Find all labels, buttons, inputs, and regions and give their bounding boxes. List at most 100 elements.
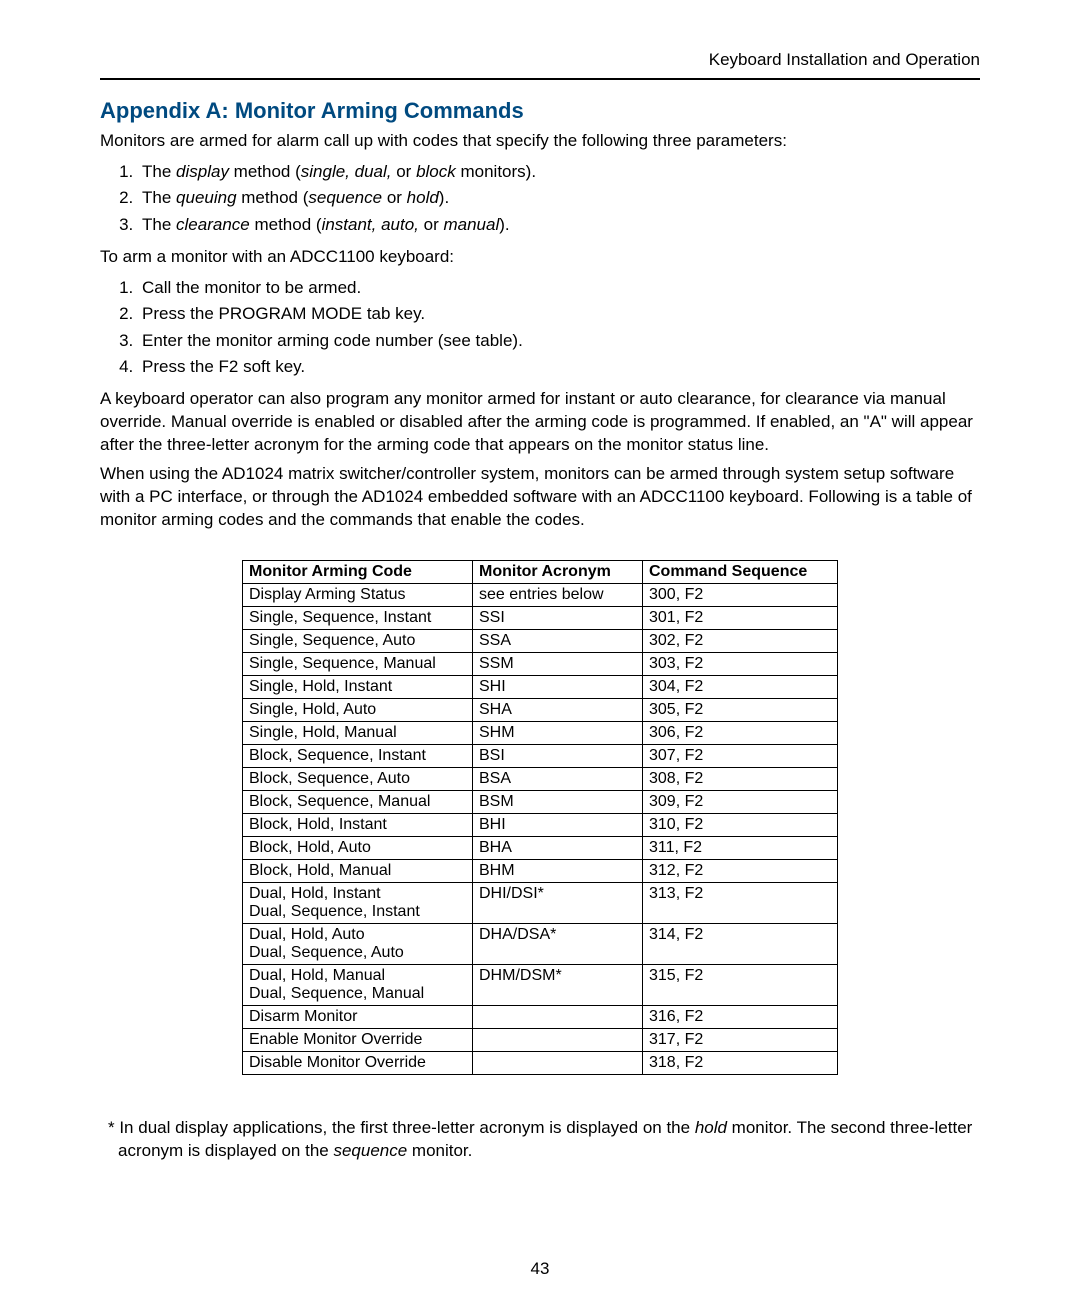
col-header: Command Sequence <box>643 560 838 583</box>
table-cell: 314, F2 <box>643 923 838 964</box>
term: hold <box>407 188 439 207</box>
table-cell: Dual, Hold, Auto Dual, Sequence, Auto <box>243 923 473 964</box>
term: instant, auto, <box>322 215 419 234</box>
table-cell <box>473 1005 643 1028</box>
table-cell: 310, F2 <box>643 813 838 836</box>
table-cell: Single, Sequence, Instant <box>243 606 473 629</box>
text: or <box>419 215 444 234</box>
header-rule <box>100 78 980 80</box>
table-cell: Enable Monitor Override <box>243 1028 473 1051</box>
steps-list: Call the monitor to be armed. Press the … <box>100 275 980 380</box>
table-row: Single, Hold, InstantSHI304, F2 <box>243 675 838 698</box>
table-cell: 318, F2 <box>643 1051 838 1074</box>
intro-paragraph: Monitors are armed for alarm call up wit… <box>100 130 980 153</box>
step-item: Call the monitor to be armed. <box>138 275 980 301</box>
table-cell: SHM <box>473 721 643 744</box>
appendix-heading: Appendix A: Monitor Arming Commands <box>100 98 980 124</box>
table-cell: BSI <box>473 744 643 767</box>
step-item: Press the F2 soft key. <box>138 354 980 380</box>
term: block <box>416 162 456 181</box>
table-cell: 304, F2 <box>643 675 838 698</box>
text: method ( <box>229 162 301 181</box>
table-cell: 303, F2 <box>643 652 838 675</box>
table-cell: SSA <box>473 629 643 652</box>
term: sequence <box>308 188 382 207</box>
table-cell: BHM <box>473 859 643 882</box>
text: or <box>382 188 407 207</box>
table-cell: 317, F2 <box>643 1028 838 1051</box>
table-row: Disable Monitor Override 318, F2 <box>243 1051 838 1074</box>
table-cell: BSM <box>473 790 643 813</box>
table-cell: 311, F2 <box>643 836 838 859</box>
table-cell: Disable Monitor Override <box>243 1051 473 1074</box>
table-cell: BHA <box>473 836 643 859</box>
table-cell: Block, Hold, Instant <box>243 813 473 836</box>
table-row: Dual, Hold, Manual Dual, Sequence, Manua… <box>243 964 838 1005</box>
table-cell: Single, Sequence, Auto <box>243 629 473 652</box>
page-number: 43 <box>0 1259 1080 1279</box>
text: * In dual display applications, the firs… <box>108 1118 695 1137</box>
table-cell: Block, Hold, Auto <box>243 836 473 859</box>
table-cell: 300, F2 <box>643 583 838 606</box>
parameter-item: The display method (single, dual, or blo… <box>138 159 980 185</box>
table-cell: 302, F2 <box>643 629 838 652</box>
table-row: Display Arming Statussee entries below30… <box>243 583 838 606</box>
footnote: * In dual display applications, the firs… <box>100 1117 980 1163</box>
page-header: Keyboard Installation and Operation <box>100 50 980 70</box>
text: monitors). <box>456 162 536 181</box>
col-header: Monitor Arming Code <box>243 560 473 583</box>
table-cell: Dual, Hold, Instant Dual, Sequence, Inst… <box>243 882 473 923</box>
table-header-row: Monitor Arming Code Monitor Acronym Comm… <box>243 560 838 583</box>
table-cell: DHM/DSM* <box>473 964 643 1005</box>
table-cell: 307, F2 <box>643 744 838 767</box>
arm-intro: To arm a monitor with an ADCC1100 keyboa… <box>100 246 980 269</box>
text: monitor. <box>407 1141 472 1160</box>
table-row: Dual, Hold, Instant Dual, Sequence, Inst… <box>243 882 838 923</box>
table-row: Single, Hold, ManualSHM306, F2 <box>243 721 838 744</box>
table-cell: 315, F2 <box>643 964 838 1005</box>
table-row: Block, Hold, ManualBHM312, F2 <box>243 859 838 882</box>
table-cell: 301, F2 <box>643 606 838 629</box>
text: The <box>142 188 176 207</box>
table-cell: 313, F2 <box>643 882 838 923</box>
text: The <box>142 215 176 234</box>
term: queuing <box>176 188 237 207</box>
table-cell: Disarm Monitor <box>243 1005 473 1028</box>
table-cell: Block, Sequence, Manual <box>243 790 473 813</box>
arming-codes-table: Monitor Arming Code Monitor Acronym Comm… <box>242 560 838 1075</box>
table-cell: Single, Hold, Manual <box>243 721 473 744</box>
table-cell: SHA <box>473 698 643 721</box>
term: single, dual, <box>301 162 392 181</box>
table-cell: 309, F2 <box>643 790 838 813</box>
table-cell: DHI/DSI* <box>473 882 643 923</box>
table-cell: Block, Sequence, Auto <box>243 767 473 790</box>
term: clearance <box>176 215 250 234</box>
table-cell: Single, Hold, Instant <box>243 675 473 698</box>
text: The <box>142 162 176 181</box>
text: method ( <box>250 215 322 234</box>
table-cell: 306, F2 <box>643 721 838 744</box>
table-row: Block, Sequence, ManualBSM309, F2 <box>243 790 838 813</box>
term: manual <box>443 215 499 234</box>
table-row: Single, Sequence, ManualSSM303, F2 <box>243 652 838 675</box>
page: Keyboard Installation and Operation Appe… <box>0 0 1080 1311</box>
table-cell: Single, Hold, Auto <box>243 698 473 721</box>
table-body: Display Arming Statussee entries below30… <box>243 583 838 1074</box>
table-row: Block, Sequence, InstantBSI307, F2 <box>243 744 838 767</box>
table-cell: Single, Sequence, Manual <box>243 652 473 675</box>
table-row: Dual, Hold, Auto Dual, Sequence, AutoDHA… <box>243 923 838 964</box>
body-paragraph: When using the AD1024 matrix switcher/co… <box>100 463 980 532</box>
text: ). <box>439 188 449 207</box>
term: sequence <box>333 1141 407 1160</box>
table-cell <box>473 1051 643 1074</box>
parameter-item: The clearance method (instant, auto, or … <box>138 212 980 238</box>
table-cell: 305, F2 <box>643 698 838 721</box>
col-header: Monitor Acronym <box>473 560 643 583</box>
table-cell: Dual, Hold, Manual Dual, Sequence, Manua… <box>243 964 473 1005</box>
text: or <box>392 162 417 181</box>
term: display <box>176 162 229 181</box>
text: method ( <box>237 188 309 207</box>
table-cell: DHA/DSA* <box>473 923 643 964</box>
table-cell: Block, Sequence, Instant <box>243 744 473 767</box>
table-cell: SSI <box>473 606 643 629</box>
